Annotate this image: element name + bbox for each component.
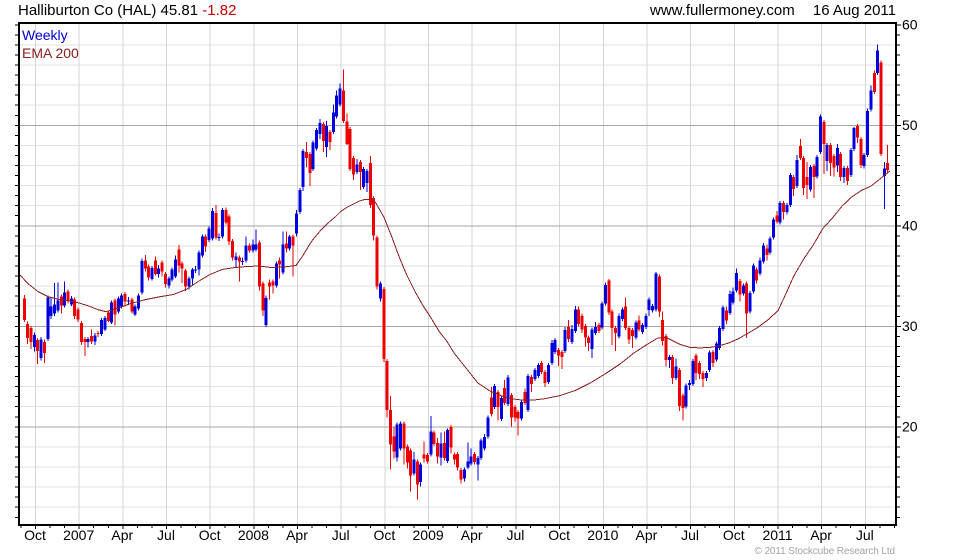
svg-text:© 2011 Stockcube Research Ltd: © 2011 Stockcube Research Ltd [755, 546, 895, 557]
svg-text:Apr: Apr [810, 527, 832, 543]
svg-text:50: 50 [902, 117, 918, 133]
svg-text:Oct: Oct [24, 527, 46, 543]
svg-text:2009: 2009 [413, 527, 444, 543]
svg-text:Oct: Oct [548, 527, 570, 543]
svg-text:30: 30 [902, 318, 918, 334]
svg-text:2011: 2011 [762, 527, 792, 543]
svg-text:16 Aug 2011: 16 Aug 2011 [813, 2, 896, 19]
svg-text:2008: 2008 [238, 527, 269, 543]
svg-text:60: 60 [902, 16, 918, 32]
svg-text:40: 40 [902, 217, 918, 233]
svg-text:Apr: Apr [111, 527, 133, 543]
svg-text:2007: 2007 [63, 527, 94, 543]
svg-text:Jul: Jul [506, 527, 524, 543]
svg-text:Jul: Jul [332, 527, 350, 543]
svg-text:Jul: Jul [157, 527, 175, 543]
svg-text:Jul: Jul [681, 527, 699, 543]
svg-text:Apr: Apr [461, 527, 483, 543]
svg-text:20: 20 [902, 418, 918, 434]
svg-text:Apr: Apr [636, 527, 658, 543]
svg-text:Weekly: Weekly [22, 27, 68, 43]
svg-text:Oct: Oct [199, 527, 221, 543]
svg-text:EMA 200: EMA 200 [22, 45, 79, 61]
svg-text:Oct: Oct [374, 527, 396, 543]
svg-text:Oct: Oct [723, 527, 745, 543]
svg-text:Apr: Apr [286, 527, 308, 543]
svg-text:Halliburton Co (HAL) 45.81 -1.: Halliburton Co (HAL) 45.81 -1.82 [18, 2, 236, 19]
svg-text:2010: 2010 [587, 527, 618, 543]
svg-text:www.fullermoney.com: www.fullermoney.com [649, 2, 795, 19]
svg-text:Jul: Jul [856, 527, 874, 543]
